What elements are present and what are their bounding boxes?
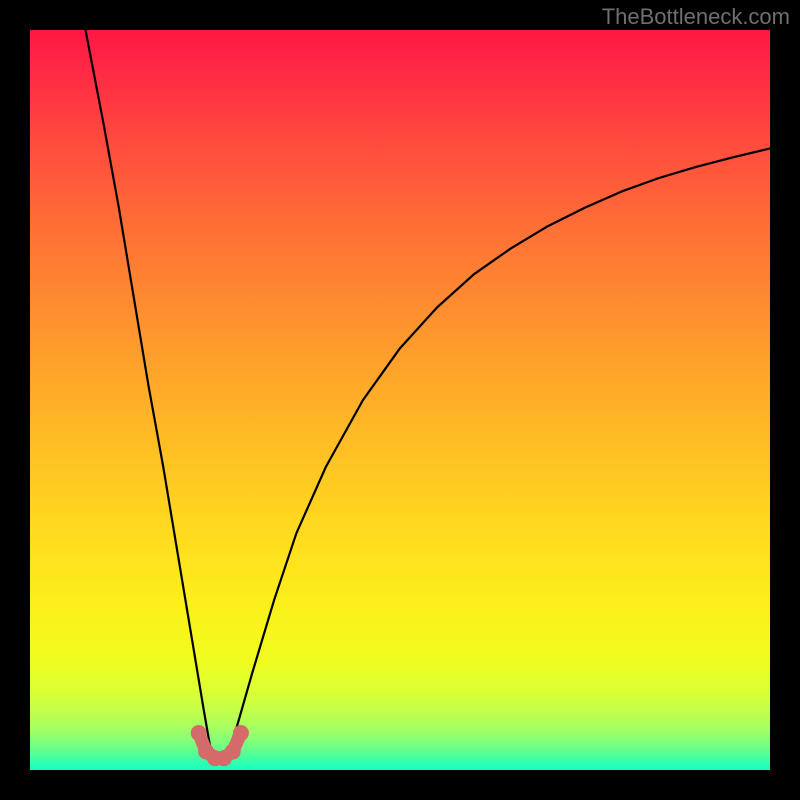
frame-right [770, 0, 800, 800]
watermark-text: TheBottleneck.com [602, 4, 790, 30]
chart-container: TheBottleneck.com [0, 0, 800, 800]
optimal-marker [225, 744, 241, 760]
frame-left [0, 0, 30, 800]
frame-bottom [0, 770, 800, 800]
optimal-marker [191, 725, 207, 741]
plot-background [30, 30, 770, 770]
bottleneck-chart [0, 0, 800, 800]
optimal-marker [233, 725, 249, 741]
